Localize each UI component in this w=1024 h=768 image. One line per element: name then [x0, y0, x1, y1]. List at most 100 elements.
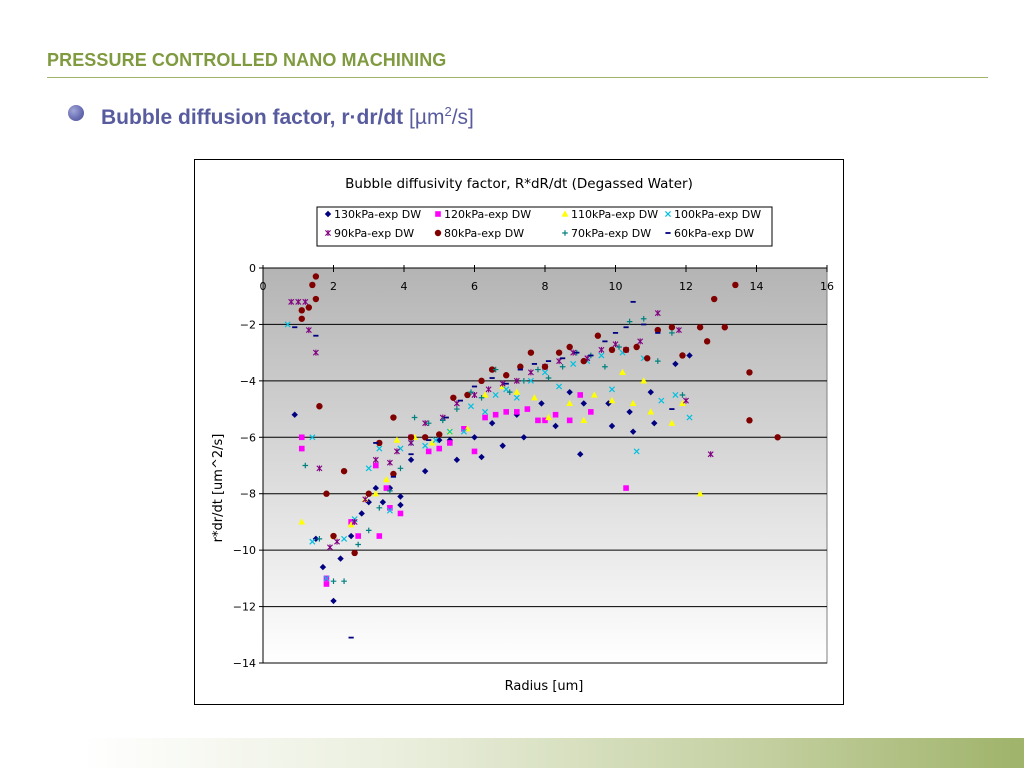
data-points: [284, 273, 781, 639]
data-point: [633, 343, 640, 351]
data-point: [506, 389, 513, 395]
legend-marker: [562, 230, 568, 236]
x-tick-label: 16: [820, 280, 834, 293]
data-point: [517, 363, 524, 370]
y-tick-label: −2: [240, 318, 256, 331]
chart-title: Bubble diffusivity factor, R*dR/dt (Dega…: [345, 176, 693, 192]
x-tick-label: 8: [542, 280, 549, 293]
data-point: [393, 436, 401, 443]
data-point: [594, 332, 602, 339]
y-tick-label: −10: [233, 544, 256, 557]
data-point: [721, 324, 728, 331]
data-point: [499, 442, 506, 449]
data-point: [387, 488, 393, 494]
data-point: [503, 409, 510, 415]
data-point: [347, 532, 355, 540]
data-point: [629, 399, 637, 407]
data-point: [284, 321, 291, 328]
data-point: [637, 338, 644, 345]
legend-box: [316, 206, 773, 247]
data-point: [312, 273, 320, 280]
data-point: [376, 533, 383, 539]
bullet-dr-text: dr/dt: [356, 106, 404, 129]
legend-entry: 130kPa-exp DW: [324, 208, 421, 221]
legend-marker: [561, 210, 569, 217]
data-point: [471, 434, 478, 441]
legend-marker: [664, 210, 672, 218]
data-point: [514, 409, 520, 415]
data-point: [566, 343, 573, 351]
data-point: [521, 378, 527, 384]
x-tick-label: 2: [330, 280, 337, 293]
data-point: [316, 403, 323, 410]
data-point: [629, 428, 637, 435]
x-tick-label: 4: [401, 280, 408, 293]
data-point: [358, 510, 365, 517]
axes: 0 −2 −4 −6 −8 −10 −12 −14 0 2 4 6 8 10 12 14 16: [233, 262, 834, 670]
data-point: [481, 391, 489, 398]
data-point: [640, 315, 647, 322]
data-point: [298, 434, 305, 441]
x-tick-label: 14: [750, 280, 764, 293]
legend-entry: 70kPa-exp DW: [562, 227, 651, 240]
data-point: [376, 439, 383, 447]
data-point: [351, 518, 358, 525]
data-point: [654, 310, 661, 317]
legend-entry: 110kPa-exp DW: [561, 208, 658, 221]
data-point: [373, 462, 379, 469]
series-5: [288, 298, 714, 551]
legend-marker: [434, 229, 442, 237]
data-point: [467, 403, 474, 410]
bullet-unit-close: /s]: [451, 106, 474, 129]
data-point: [580, 400, 587, 407]
legend-label: 110kPa-exp DW: [571, 208, 658, 221]
data-point: [397, 493, 404, 500]
data-point: [341, 578, 347, 584]
legend-label: 100kPa-exp DW: [674, 208, 761, 221]
data-point: [622, 346, 630, 354]
data-point: [355, 541, 361, 548]
data-point: [683, 397, 689, 404]
data-point: [298, 315, 305, 322]
data-point: [555, 349, 563, 356]
data-point: [598, 346, 605, 353]
data-point: [347, 521, 355, 528]
data-point: [482, 408, 489, 415]
data-point: [390, 470, 397, 478]
data-point: [326, 544, 333, 551]
data-point: [541, 363, 549, 370]
data-point: [647, 408, 655, 415]
legend-entry: 80kPa-exp DW: [434, 227, 524, 240]
data-point: [556, 383, 563, 390]
data-point: [425, 420, 432, 426]
data-point: [686, 352, 693, 359]
data-point: [577, 392, 584, 398]
data-point: [468, 389, 474, 395]
legend-label: 130kPa-exp DW: [334, 208, 421, 221]
data-point: [471, 448, 478, 455]
legend-label: 120kPa-exp DW: [444, 208, 531, 221]
data-point: [545, 413, 552, 421]
data-point: [411, 414, 418, 421]
legend-marker: [435, 211, 441, 217]
data-point: [520, 434, 528, 441]
data-point: [531, 394, 538, 401]
data-point: [302, 298, 309, 305]
data-point: [538, 400, 545, 407]
legend-entry: 90kPa-exp DW: [325, 227, 414, 240]
data-point: [503, 386, 510, 393]
data-point: [552, 411, 559, 418]
data-point: [330, 532, 337, 540]
data-point: [351, 549, 358, 557]
data-point: [421, 434, 429, 441]
chart-frame: Bubble diffusivity factor, R*dR/dt (Dega…: [194, 159, 844, 705]
data-point: [365, 527, 372, 534]
data-point: [542, 417, 548, 424]
data-point: [309, 538, 316, 545]
x-tick-label: 6: [471, 280, 478, 293]
data-point: [425, 448, 432, 455]
data-point: [478, 453, 485, 461]
data-point: [372, 484, 379, 492]
data-point: [298, 307, 305, 314]
data-point: [612, 341, 619, 348]
